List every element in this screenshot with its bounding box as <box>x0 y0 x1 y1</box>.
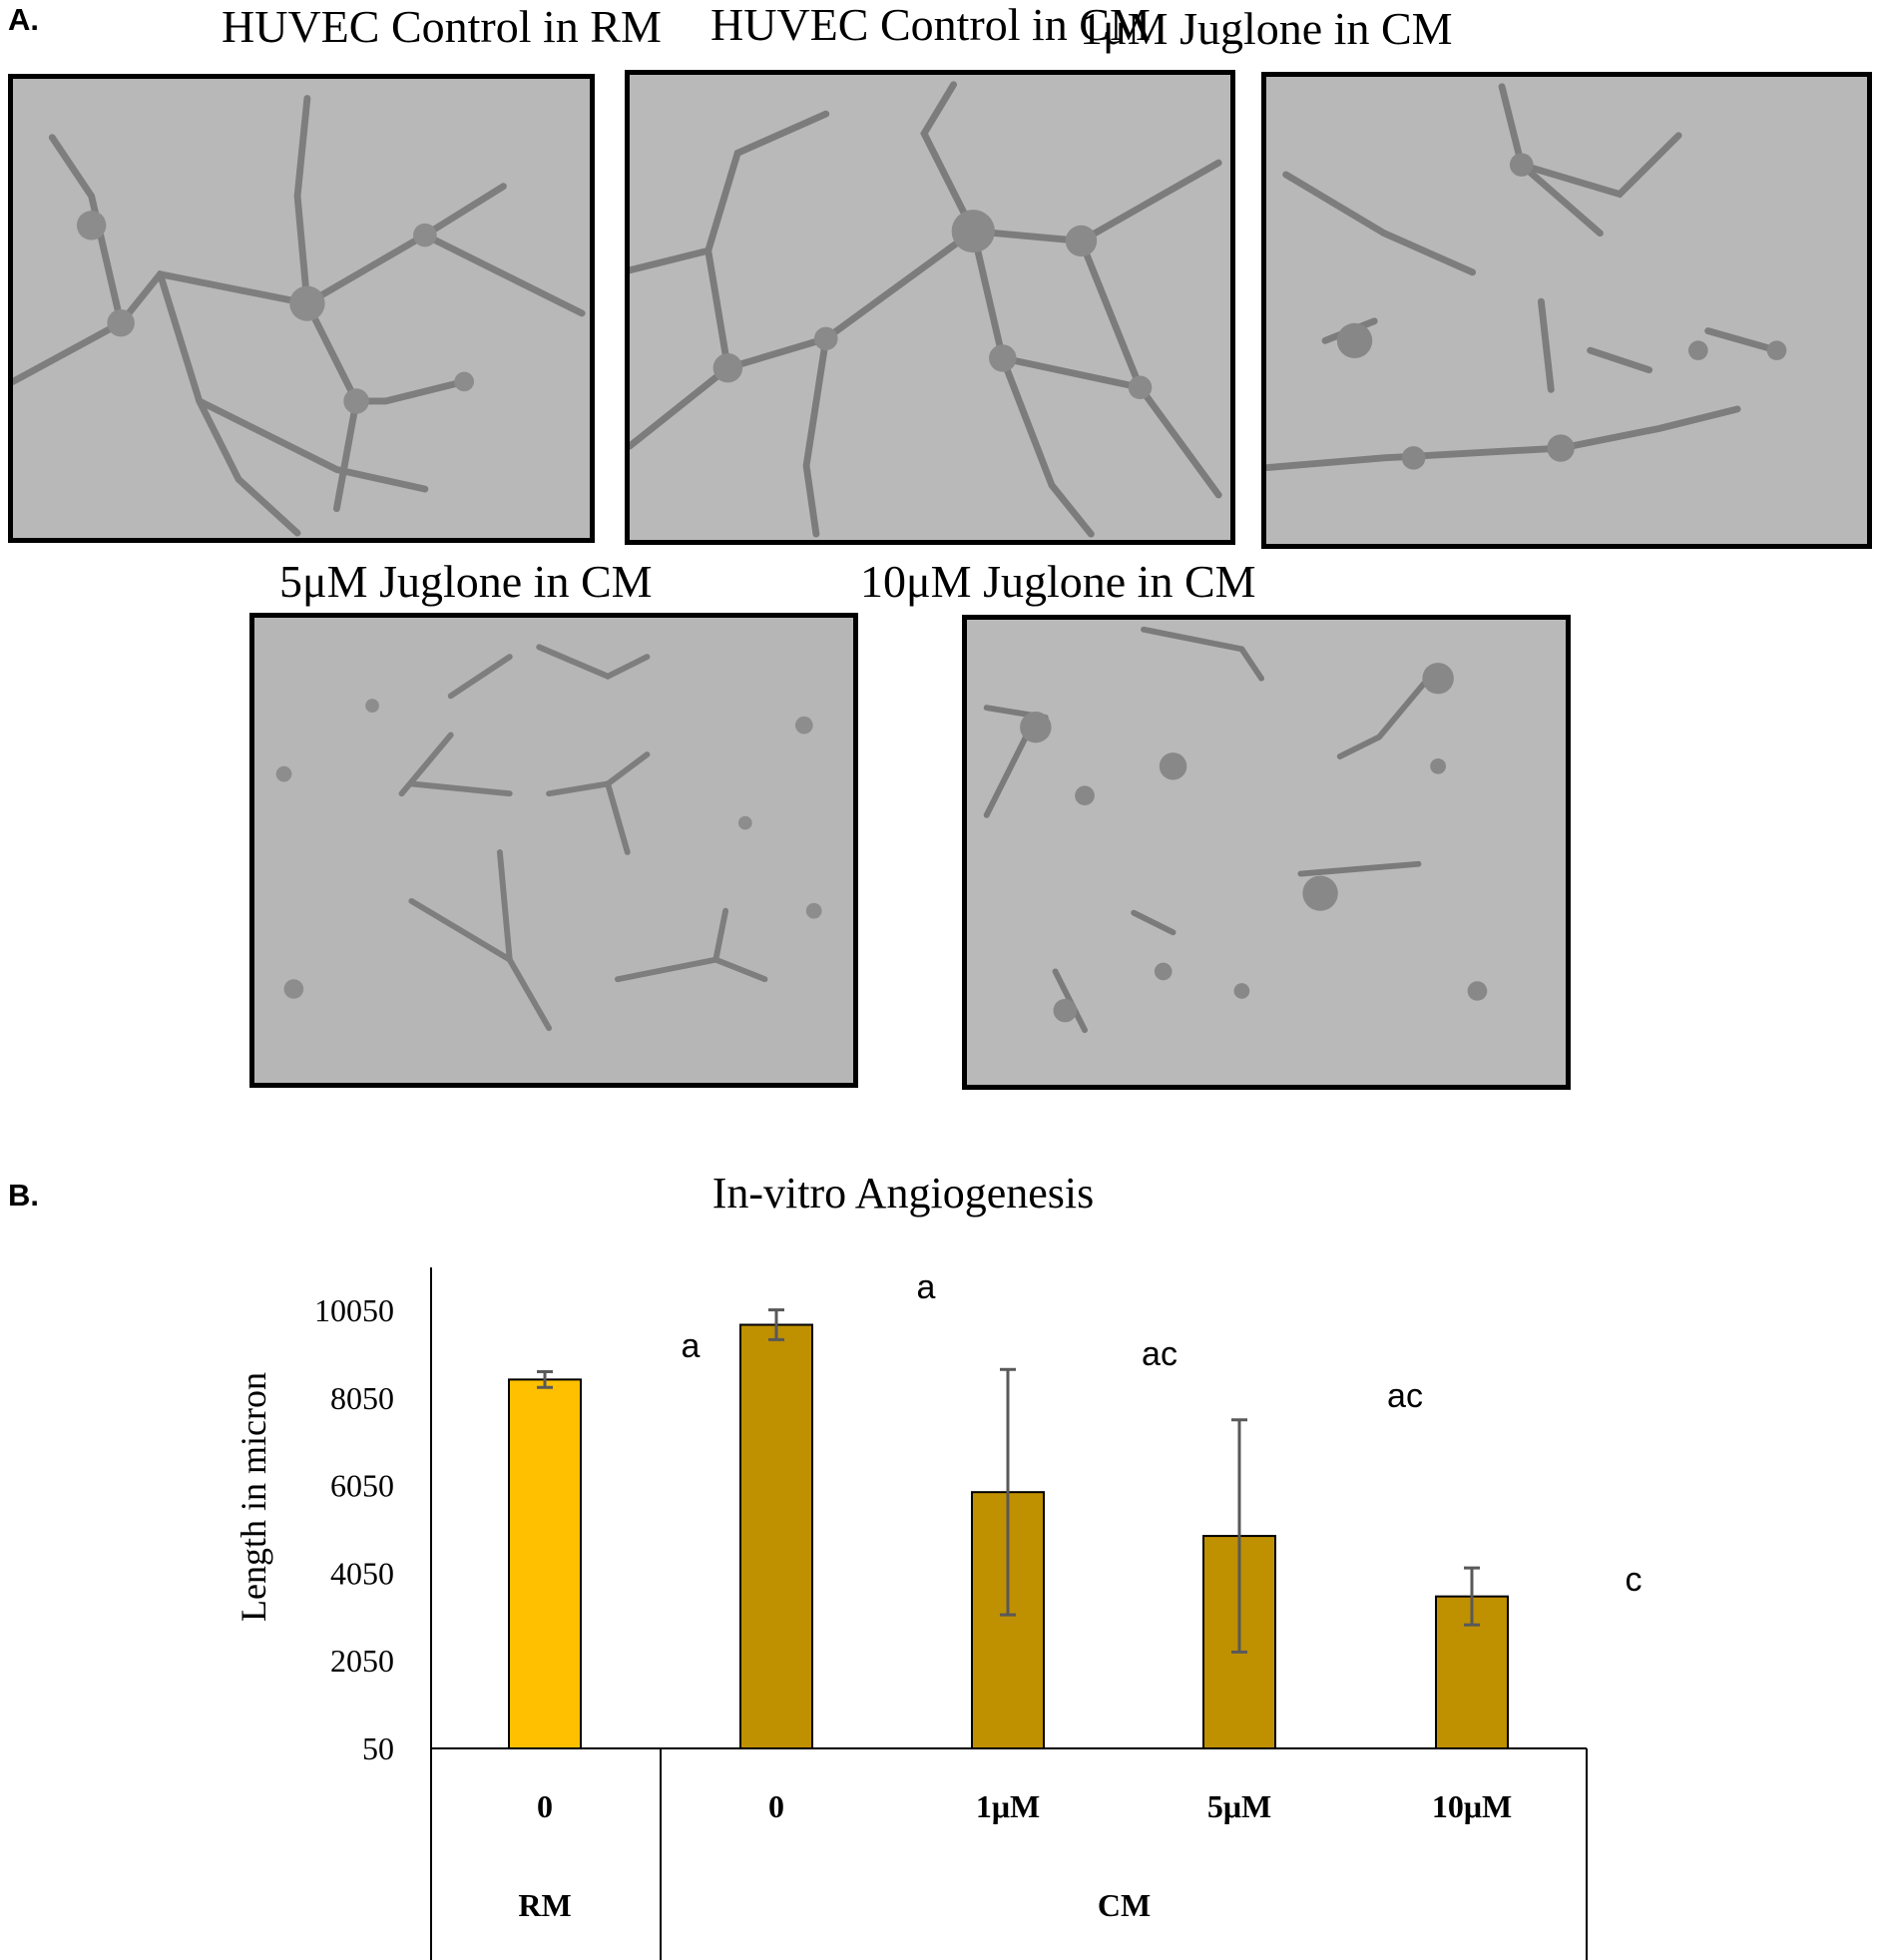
bar <box>508 1378 582 1749</box>
y-tick-label: 2050 <box>330 1643 394 1679</box>
y-tick-label: 10050 <box>314 1292 394 1328</box>
significance-label: c <box>1626 1561 1643 1599</box>
caption-1um-juglone: 1μM Juglone in CM <box>1080 3 1453 54</box>
micrograph-rm-control <box>8 74 595 543</box>
micrograph-5um-juglone <box>249 613 858 1088</box>
error-bar <box>768 1308 784 1341</box>
micrograph-cm-control <box>625 70 1235 545</box>
error-bar <box>537 1369 553 1389</box>
error-bar <box>1231 1418 1247 1654</box>
bar <box>971 1491 1045 1749</box>
error-bar <box>1000 1367 1016 1617</box>
category-label: 5μM <box>1207 1788 1271 1824</box>
bar <box>739 1323 813 1749</box>
micrograph-10um-juglone <box>962 615 1571 1090</box>
error-bar <box>1464 1566 1480 1627</box>
y-tick-label: 4050 <box>330 1555 394 1591</box>
angiogenesis-bar-chart: In-vitro Angiogenesis Length in micron 5… <box>234 1169 1643 1960</box>
y-tick-label: 50 <box>362 1730 394 1766</box>
group-label: RM <box>518 1887 571 1923</box>
group-label: CM <box>1098 1887 1151 1923</box>
y-axis-label: Length in micron <box>234 1372 273 1622</box>
caption-rm-control: HUVEC Control in RM <box>222 1 662 52</box>
category-label: 0 <box>537 1788 553 1824</box>
category-label: 10μM <box>1432 1788 1512 1824</box>
significance-label: ac <box>1387 1377 1423 1415</box>
micrograph-1um-juglone <box>1261 72 1872 549</box>
caption-10um-juglone: 10μM Juglone in CM <box>860 556 1256 607</box>
panel-b-letter: B. <box>8 1178 39 1213</box>
panel-a-letter: A. <box>8 2 39 37</box>
significance-label: a <box>682 1327 701 1365</box>
significance-label: a <box>917 1268 936 1306</box>
significance-label: ac <box>1142 1335 1177 1373</box>
caption-5um-juglone: 5μM Juglone in CM <box>279 556 653 607</box>
category-label: 1μM <box>976 1788 1040 1824</box>
y-tick-label: 6050 <box>330 1468 394 1504</box>
chart-title: In-vitro Angiogenesis <box>712 1169 1095 1218</box>
caption-cm-control: HUVEC Control in CM <box>710 0 1151 50</box>
y-tick-label: 8050 <box>330 1380 394 1416</box>
category-label: 0 <box>768 1788 784 1824</box>
